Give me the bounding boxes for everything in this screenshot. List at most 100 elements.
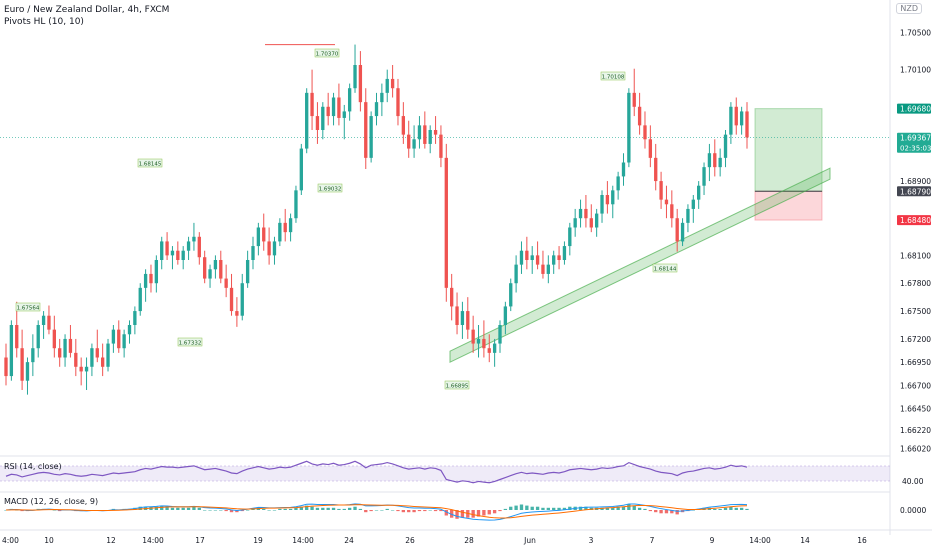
macd-histogram-bar: [176, 507, 180, 510]
price-tick-label: 1.66450: [900, 405, 931, 414]
macd-histogram-bar: [165, 506, 169, 510]
pivot-label-text: 1.68145: [139, 162, 162, 168]
macd-histogram-bar: [444, 510, 448, 516]
macd-histogram-bar: [621, 506, 626, 510]
price-tag-target: 1.69680: [900, 105, 931, 114]
price-tick-label: 1.66220: [900, 426, 931, 435]
candle-body: [176, 250, 180, 260]
candle-body: [600, 195, 604, 214]
macd-histogram-bar: [498, 510, 502, 512]
candle-body: [90, 348, 94, 367]
macd-histogram-bar: [734, 507, 738, 510]
price-tick-label: 1.68100: [900, 251, 931, 260]
candle-body: [407, 134, 411, 149]
time-tick-label: 14:00: [749, 536, 771, 545]
macd-histogram-bar: [713, 508, 717, 510]
time-tick-label: 4:00: [2, 536, 19, 545]
macd-histogram-bar: [245, 510, 250, 511]
time-tick-label: 14:00: [142, 536, 164, 545]
candle-body: [122, 334, 126, 349]
macd-histogram-bar: [412, 510, 416, 513]
candle-body: [149, 273, 153, 284]
macd-histogram-bar: [251, 508, 255, 510]
macd-histogram-bar: [541, 507, 545, 510]
macd-histogram-bar: [401, 510, 406, 513]
time-tick-label: 3: [589, 536, 594, 545]
macd-histogram-bar: [138, 506, 142, 510]
candle-body: [315, 116, 320, 130]
candle-body: [278, 222, 282, 242]
candle-body: [262, 227, 266, 242]
macd-histogram-bar: [321, 507, 325, 510]
candle-body: [541, 264, 545, 274]
macd-histogram-bar: [353, 506, 357, 510]
candle-body: [476, 338, 481, 344]
candle-body: [63, 338, 67, 358]
macd-histogram-bar: [337, 508, 341, 510]
price-tick-label: 1.67200: [900, 335, 931, 344]
candle-body: [4, 357, 8, 377]
candle-body: [181, 250, 185, 260]
candle-body: [197, 236, 201, 258]
price-tick-label: 1.70100: [900, 66, 931, 75]
macd-histogram-bar: [342, 508, 346, 510]
macd-histogram-bar: [616, 506, 620, 510]
candle-body: [605, 195, 610, 205]
candle-body: [691, 199, 695, 209]
macd-histogram-bar: [637, 507, 642, 510]
candle-body: [127, 325, 132, 335]
macd-histogram-bar: [428, 510, 432, 511]
macd-histogram-bar: [439, 510, 443, 512]
candle-body: [219, 260, 223, 279]
macd-histogram-bar: [364, 510, 368, 513]
macd-signal-line: [5, 504, 748, 519]
macd-histogram-bar: [627, 504, 631, 510]
macd-histogram-bar: [235, 510, 239, 513]
pivot-label-bg: [652, 263, 678, 273]
macd-histogram-bar: [471, 510, 475, 518]
pivot-label-bg: [137, 158, 163, 168]
candle-body: [272, 241, 277, 256]
candle-body: [611, 190, 615, 205]
candle-body: [331, 97, 336, 117]
macd-histogram-bar: [315, 507, 320, 510]
candle-body: [74, 352, 78, 367]
pivot-label-bg: [177, 337, 203, 347]
time-tick-label: 24: [344, 536, 354, 545]
macd-histogram-bar: [213, 510, 218, 511]
candle-body: [203, 257, 207, 279]
macd-histogram-bar: [374, 510, 379, 511]
macd-histogram-bar: [492, 510, 497, 514]
macd-histogram-bar: [358, 508, 363, 510]
stop-loss-zone: [754, 190, 823, 221]
candle-body: [229, 287, 234, 312]
macd-histogram-bar: [272, 510, 277, 511]
macd-histogram-bar: [605, 507, 610, 510]
price-tick-label: 1.66020: [900, 445, 931, 454]
candle-body: [670, 204, 674, 219]
candle-body: [256, 227, 261, 247]
macd-histogram-bar: [417, 510, 422, 512]
macd-histogram-bar: [262, 508, 266, 510]
candle-body: [525, 250, 529, 260]
pivot-label: 1.66895: [444, 380, 470, 390]
time-tick-label: 14: [800, 536, 810, 545]
pivot-label: 1.70108: [600, 71, 626, 81]
candle-body: [594, 213, 599, 228]
pivot-label: 1.70370: [314, 48, 340, 58]
candle-body: [31, 348, 35, 363]
currency-badge[interactable]: NZD: [896, 3, 922, 14]
candle-body: [412, 139, 416, 149]
macd-histogram-bar: [546, 507, 550, 510]
macd-histogram-bar: [170, 507, 175, 510]
candle-body: [20, 348, 24, 381]
candle-body: [294, 190, 298, 219]
rsi-level-label: 40.00: [902, 477, 924, 486]
macd-histogram-bar: [643, 508, 647, 510]
candle-body: [450, 287, 454, 307]
macd-histogram-bar: [396, 510, 400, 512]
candle-body: [15, 325, 19, 349]
candle-body: [557, 255, 561, 260]
macd-histogram-bar: [632, 505, 636, 510]
